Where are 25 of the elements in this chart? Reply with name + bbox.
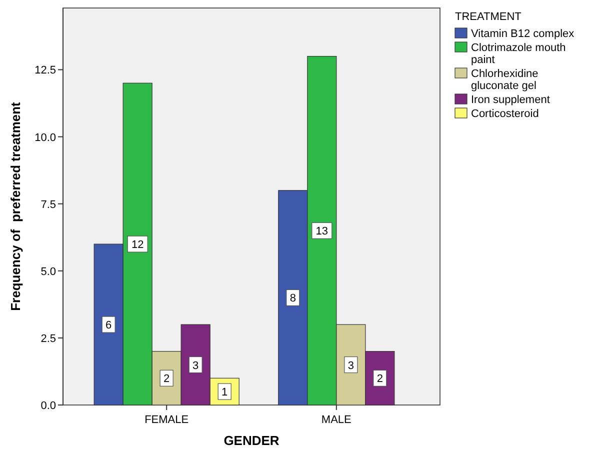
- data-label: 2: [376, 373, 383, 386]
- x-axis-title: GENDER: [224, 433, 280, 448]
- y-axis-title: Frequency of preferred treatment: [8, 101, 23, 311]
- legend-label: Clotrimazole mouth paint: [471, 42, 566, 66]
- legend-label: Vitamin B12 complex: [471, 28, 575, 40]
- y-tick-label: 2.5: [40, 332, 56, 345]
- legend-label: Iron supplement: [471, 94, 550, 106]
- data-label: 3: [192, 360, 199, 372]
- legend-label: Corticosteroid: [471, 108, 539, 120]
- data-label: 13: [316, 226, 328, 238]
- y-tick-label: 0.0: [40, 400, 56, 412]
- data-label: 12: [131, 239, 144, 252]
- legend-label: Chlorhexidine gluconate gel: [471, 68, 538, 92]
- y-tick-label: 10.0: [34, 132, 56, 144]
- x-tick-label: FEMALE: [144, 414, 189, 426]
- data-label: 3: [348, 360, 354, 372]
- legend-title: TREATMENT: [455, 11, 522, 23]
- data-label: 2: [164, 373, 170, 386]
- x-tick-label: MALE: [321, 414, 352, 426]
- y-tick-label: 7.5: [40, 198, 56, 211]
- y-tick-label: 5.0: [40, 266, 56, 278]
- data-label: 8: [290, 292, 296, 305]
- data-label: 6: [106, 320, 112, 332]
- data-label: 1: [222, 386, 228, 399]
- y-tick-label: 12.5: [34, 64, 56, 77]
